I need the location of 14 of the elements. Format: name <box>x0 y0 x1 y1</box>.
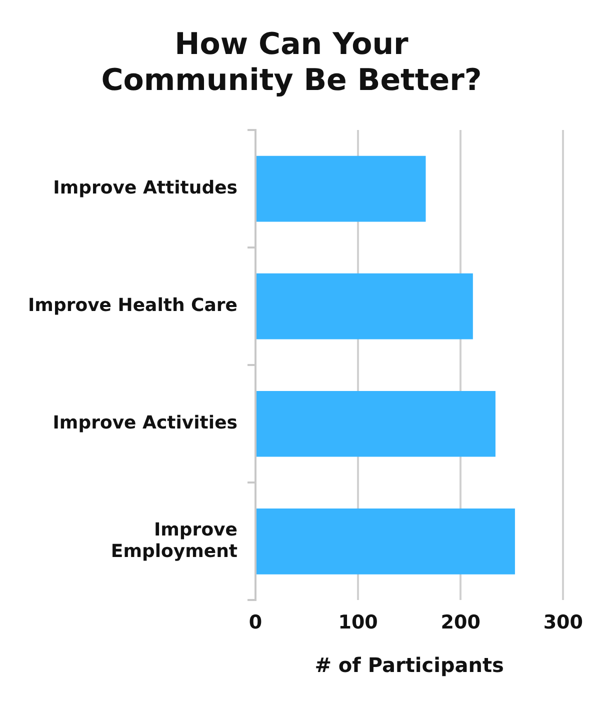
bar <box>256 156 426 222</box>
x-tick-label: 100 <box>338 612 378 634</box>
x-tick-label: 200 <box>440 612 480 634</box>
y-tick-label: Improve Activities <box>52 412 238 434</box>
bar <box>256 508 515 574</box>
bar <box>256 273 473 340</box>
y-tick-label: Improve Attitudes <box>53 177 238 198</box>
bar <box>256 390 496 457</box>
chart-title: How Can Your Community Be Better? <box>101 26 482 98</box>
y-tick-label: Improve Health Care <box>28 294 238 316</box>
x-tick-label: 300 <box>543 612 584 634</box>
y-tick-label: Improve Employment <box>110 519 238 562</box>
x-axis-title: # of Participants <box>314 653 504 678</box>
x-tick-label: 0 <box>248 612 262 634</box>
